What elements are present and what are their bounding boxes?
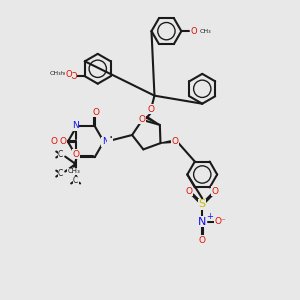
Text: N: N [72,121,79,130]
Text: C: C [73,176,78,185]
Text: O: O [72,150,79,159]
Text: O: O [171,137,178,146]
Text: N: N [198,217,206,227]
Text: O: O [70,72,77,81]
Text: N: N [102,137,109,146]
Text: CH₃: CH₃ [200,29,211,34]
Text: +: + [207,212,214,221]
Text: methoxy: methoxy [51,71,73,76]
Text: ·: · [108,131,112,145]
Text: O: O [212,187,219,196]
Text: O: O [186,187,193,196]
Text: O: O [92,108,100,117]
Text: O: O [65,70,72,79]
Text: O: O [59,137,66,146]
Text: C: C [58,169,63,178]
Text: CH₃: CH₃ [68,169,80,175]
Text: O: O [139,115,146,124]
Polygon shape [146,116,160,125]
Text: C: C [58,150,63,159]
Text: CH₃: CH₃ [49,71,61,76]
Text: O: O [191,27,197,36]
Text: O: O [147,105,155,114]
Text: O: O [50,137,57,146]
Text: S: S [199,199,206,209]
Text: O: O [199,236,206,245]
Polygon shape [160,141,171,143]
Text: O⁻: O⁻ [215,217,226,226]
